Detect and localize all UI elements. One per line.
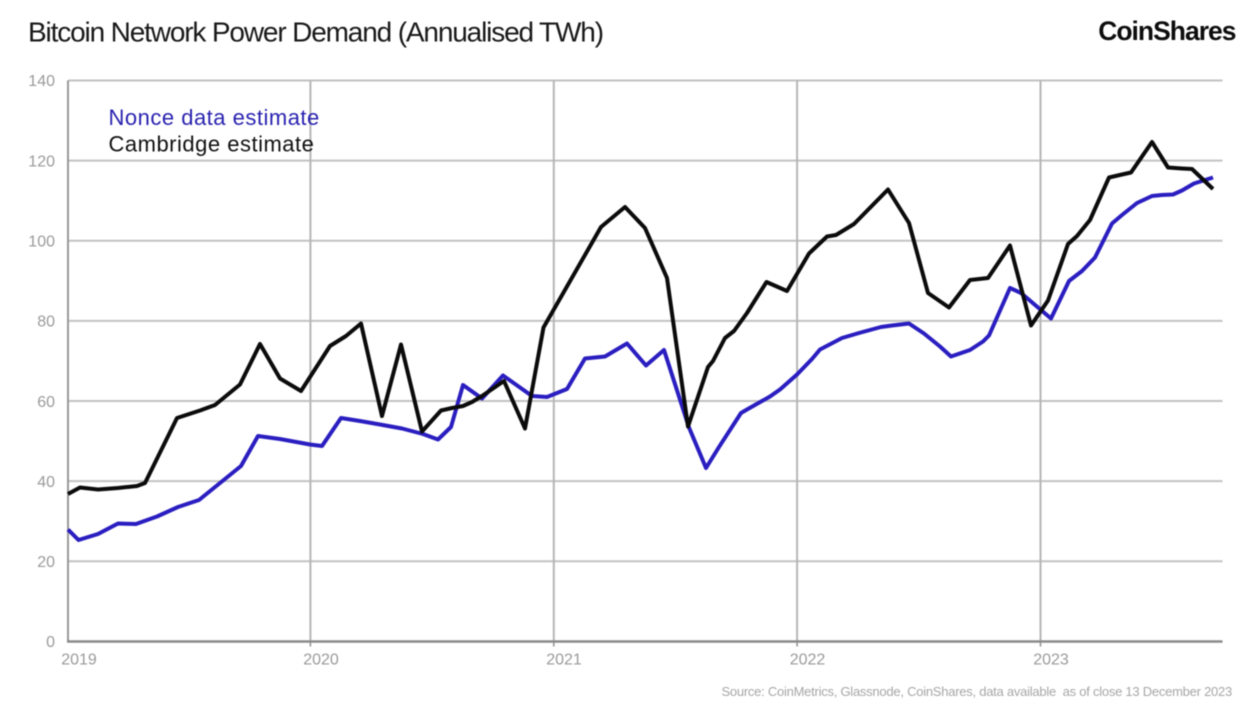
svg-text:120: 120 [28, 153, 55, 170]
svg-text:100: 100 [28, 234, 55, 251]
svg-text:Source: CoinMetrics, Glassnode: Source: CoinMetrics, Glassnode, CoinShar… [721, 684, 1232, 699]
svg-text:2023: 2023 [1033, 652, 1069, 669]
svg-text:0: 0 [46, 634, 55, 651]
svg-text:2022: 2022 [790, 652, 826, 669]
svg-text:140: 140 [28, 73, 55, 90]
svg-text:2019: 2019 [61, 652, 97, 669]
svg-text:60: 60 [37, 394, 55, 411]
svg-text:2020: 2020 [303, 652, 339, 669]
svg-text:Bitcoin Network Power Demand (: Bitcoin Network Power Demand (Annualised… [28, 17, 603, 48]
svg-text:2021: 2021 [546, 652, 582, 669]
svg-text:20: 20 [37, 554, 55, 571]
svg-text:80: 80 [37, 314, 55, 331]
svg-text:Nonce data estimate: Nonce data estimate [109, 105, 320, 130]
svg-text:CoinShares: CoinShares [1098, 16, 1236, 46]
svg-text:40: 40 [37, 474, 55, 491]
svg-text:Cambridge estimate: Cambridge estimate [109, 132, 315, 157]
